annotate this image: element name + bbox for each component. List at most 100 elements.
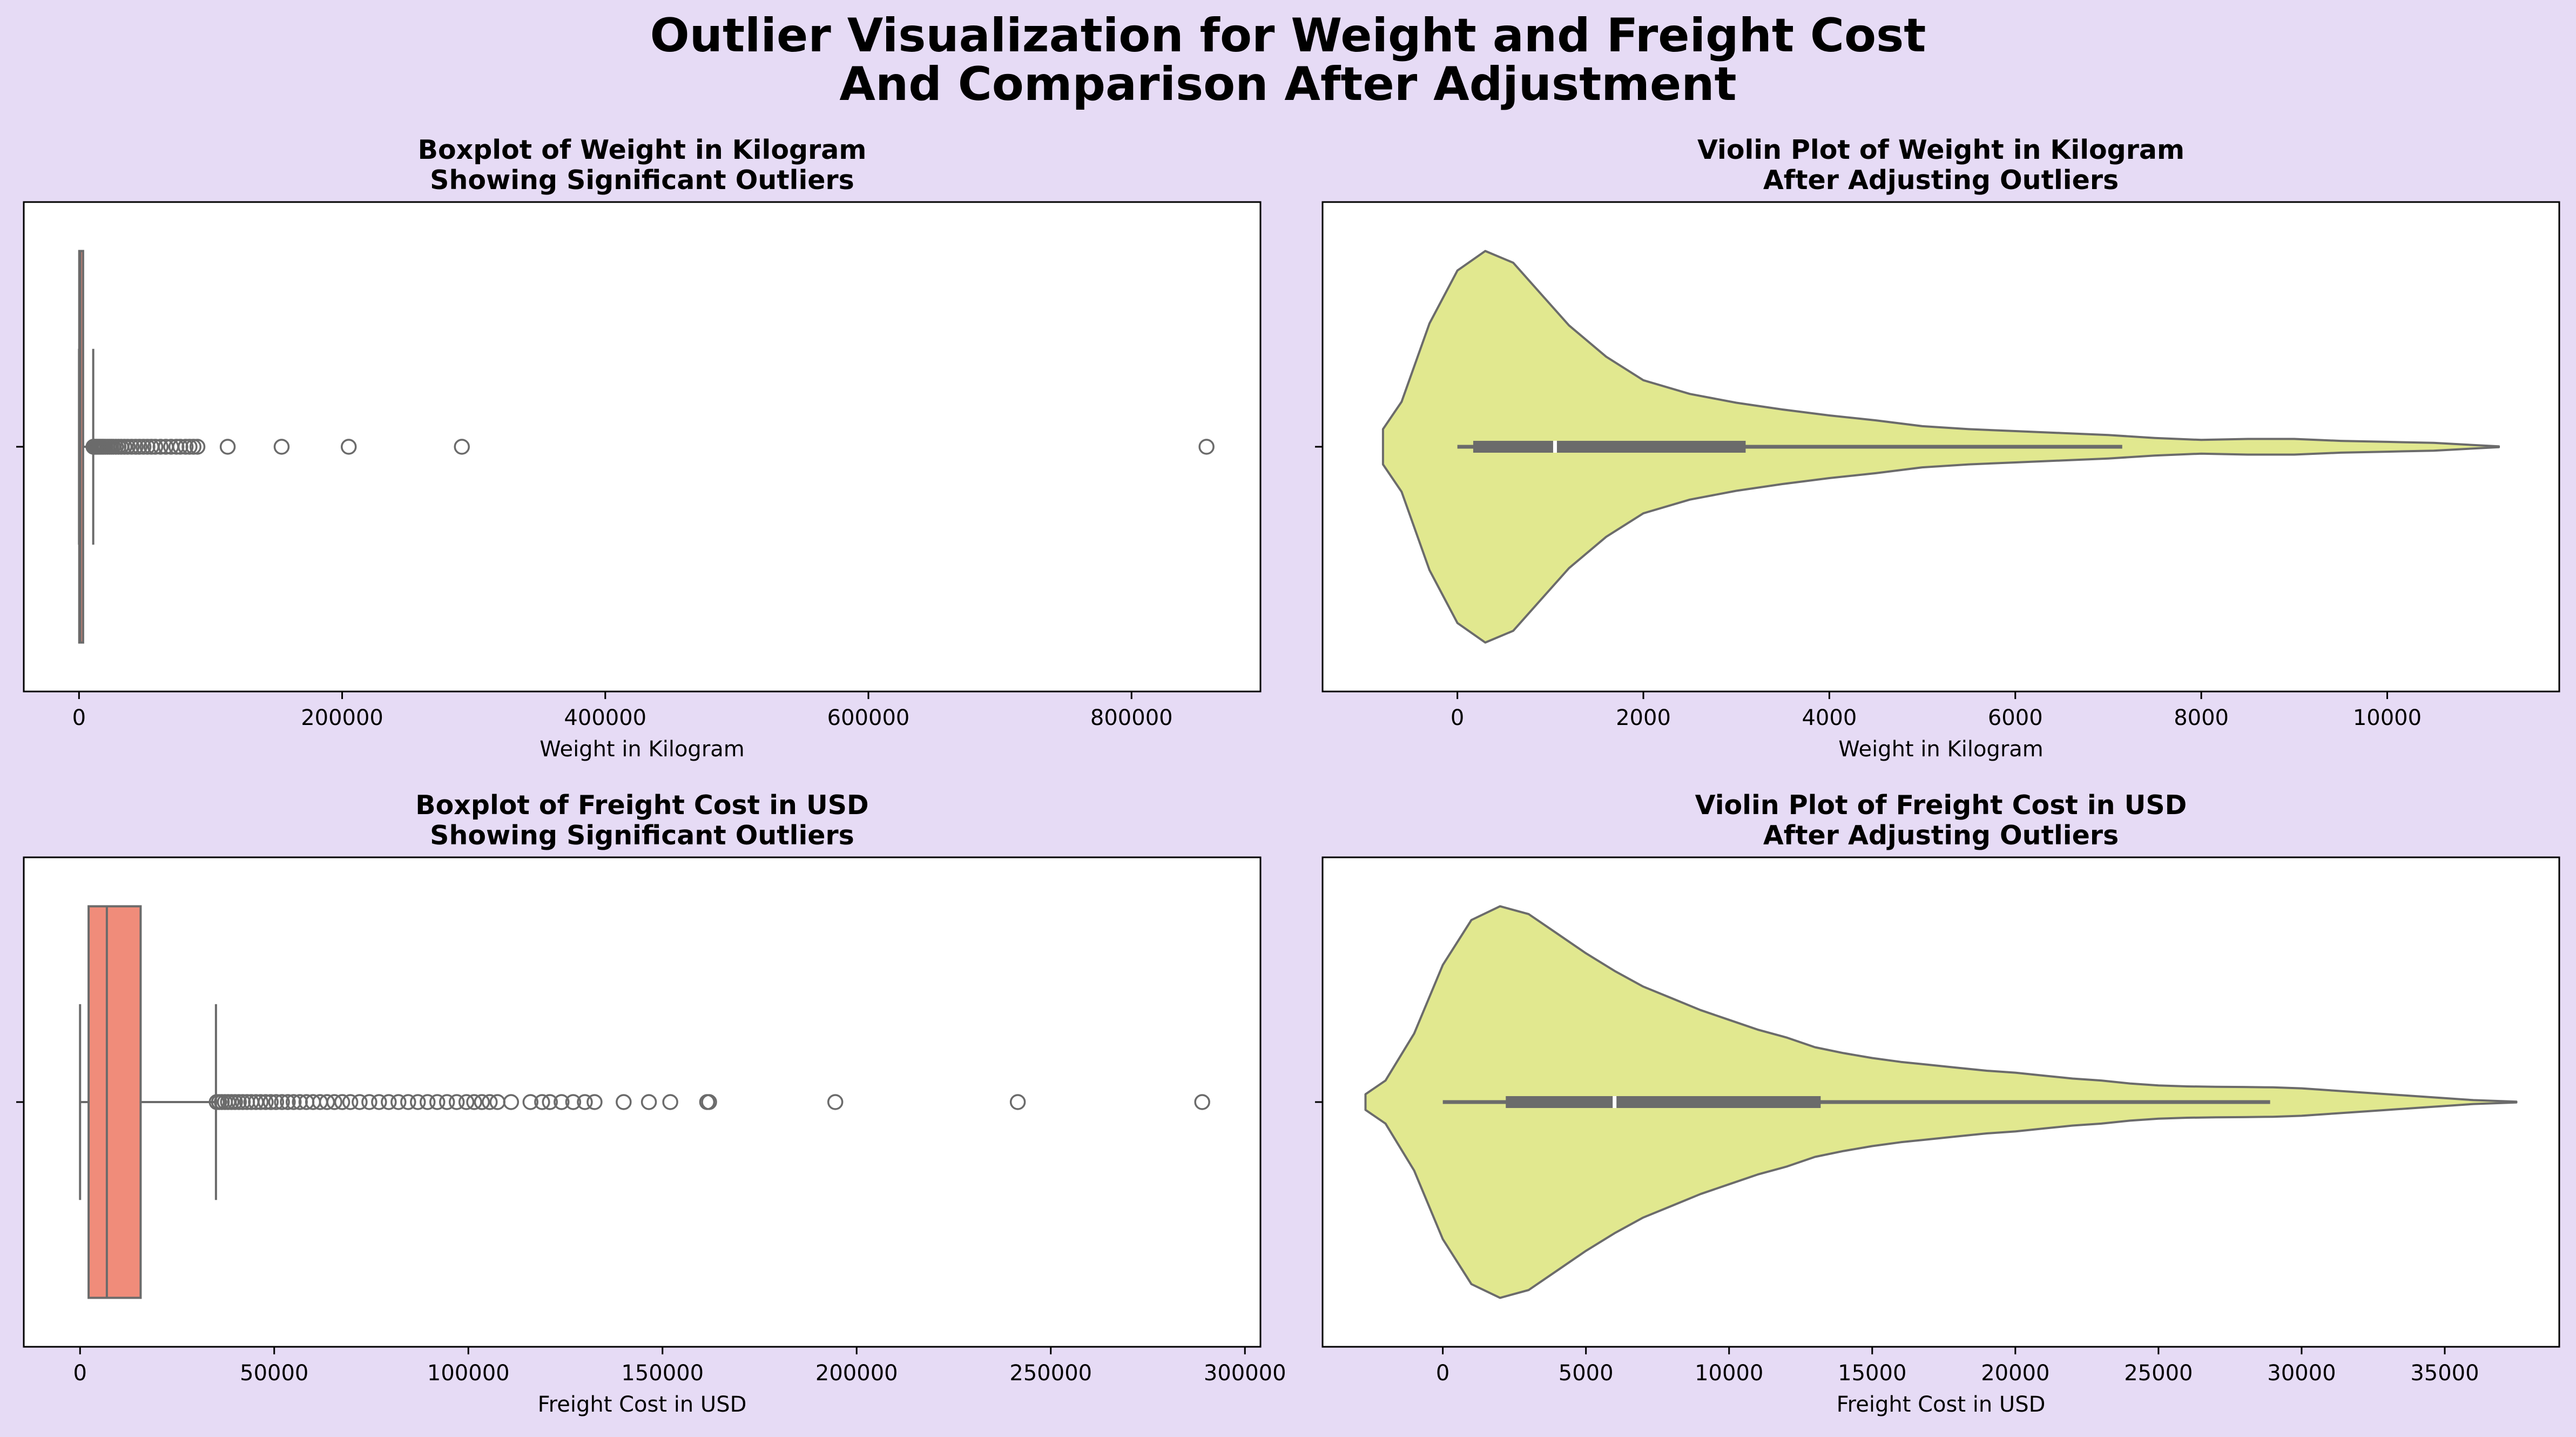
outlier-point <box>371 1094 387 1110</box>
outlier-point <box>185 439 202 455</box>
outlier-point <box>400 1094 416 1110</box>
outlier-point <box>474 1094 490 1110</box>
outlier-point <box>135 439 152 455</box>
x-tick-label: 8000 <box>2174 706 2229 730</box>
outlier-point <box>124 439 140 455</box>
outlier-point <box>1009 1094 1026 1110</box>
outlier-point <box>361 1094 377 1110</box>
outlier-point <box>429 1094 446 1110</box>
outlier-point <box>131 439 148 455</box>
plot-title-line-2: Showing Significant Outliers <box>430 820 854 851</box>
outlier-point <box>381 1094 397 1110</box>
plot-title-line-1: Violin Plot of Weight in Kilogram <box>1697 135 2184 165</box>
outlier-point <box>1198 439 1215 455</box>
x-tick-label: 15000 <box>1838 1361 1906 1386</box>
outlier-point <box>181 439 198 455</box>
x-tick-label: 0 <box>1451 706 1464 730</box>
outlier-point <box>448 1094 465 1110</box>
plot-title-line-1: Boxplot of Freight Cost in USD <box>415 790 868 821</box>
outlier-point <box>390 1094 407 1110</box>
plot-title-line-2: After Adjusting Outliers <box>1763 165 2119 196</box>
violin-median-marker <box>1553 441 1557 453</box>
outlier-point <box>542 1094 558 1110</box>
x-tick-label: 25000 <box>2124 1361 2193 1386</box>
outlier-point <box>616 1094 632 1110</box>
outlier-point <box>127 439 144 455</box>
outlier-point <box>152 439 169 455</box>
outlier-point <box>280 1094 296 1110</box>
outlier-point <box>252 1094 269 1110</box>
plot-frame <box>1321 201 2560 693</box>
x-tick-label: 150000 <box>621 1361 704 1386</box>
violin-median-marker <box>1613 1096 1617 1108</box>
violin-iqr-bar <box>1506 1096 1821 1108</box>
outlier-point <box>274 1094 290 1110</box>
plot-frame <box>23 201 1262 693</box>
outlier-point <box>482 1094 498 1110</box>
outlier-point <box>577 1094 593 1110</box>
x-tick-label: 400000 <box>564 706 646 730</box>
outlier-point <box>554 1094 570 1110</box>
outlier-point <box>219 439 236 455</box>
outlier-point <box>662 1094 678 1110</box>
x-tick-label: 10000 <box>1695 1361 1763 1386</box>
x-tick-label: 5000 <box>1559 1361 1614 1386</box>
outlier-point <box>454 439 470 455</box>
violin-iqr-bar <box>1473 441 1746 453</box>
outlier-point <box>586 1094 603 1110</box>
x-tick-label: 0 <box>73 1361 87 1386</box>
outlier-point <box>439 1094 455 1110</box>
plot-title-line-2: After Adjusting Outliers <box>1763 820 2119 851</box>
x-tick-label: 0 <box>1436 1361 1449 1386</box>
plot-title-line-1: Boxplot of Weight in Kilogram <box>418 135 867 165</box>
outlier-point <box>342 1094 359 1110</box>
x-tick-label: 10000 <box>2353 706 2422 730</box>
plot-title-line-2: Showing Significant Outliers <box>430 165 854 196</box>
x-tick-label: 250000 <box>1009 1361 1092 1386</box>
plot-area <box>24 202 1260 691</box>
x-tick-label: 300000 <box>1204 1361 1286 1386</box>
outlier-point <box>119 439 136 455</box>
outlier-point <box>503 1094 520 1110</box>
outlier-point <box>340 439 357 455</box>
plot-frame <box>23 856 1262 1348</box>
figure-title-line-2: And Comparison After Adjustment <box>839 57 1736 111</box>
outlier-point <box>410 1094 426 1110</box>
outlier-point <box>827 1094 844 1110</box>
outlier-point <box>420 1094 436 1110</box>
outlier-point <box>147 439 164 455</box>
plot-frame <box>1321 856 2560 1348</box>
x-tick-label: 800000 <box>1090 706 1173 730</box>
x-tick-label: 600000 <box>827 706 910 730</box>
x-tick-label: 200000 <box>815 1361 898 1386</box>
outlier-point <box>334 1094 350 1110</box>
figure-title-line-1: Outlier Visualization for Weight and Fre… <box>650 9 1926 63</box>
outlier-point <box>189 439 206 455</box>
outlier-point <box>285 1094 302 1110</box>
outlier-point <box>522 1094 539 1110</box>
x-axis-label: Freight Cost in USD <box>1837 1392 2046 1417</box>
outlier-point <box>1194 1094 1210 1110</box>
plot-title-line-1: Violin Plot of Freight Cost in USD <box>1695 790 2187 821</box>
outlier-point <box>534 1094 550 1110</box>
outlier-point <box>701 1094 717 1110</box>
x-tick-label: 6000 <box>1988 706 2043 730</box>
outlier-point <box>262 1094 279 1110</box>
x-axis-label: Weight in Kilogram <box>540 737 745 762</box>
outlier-point <box>326 1094 342 1110</box>
x-tick-label: 4000 <box>1802 706 1857 730</box>
x-axis-label: Weight in Kilogram <box>1838 737 2044 762</box>
x-tick-label: 0 <box>72 706 86 730</box>
x-tick-label: 100000 <box>427 1361 510 1386</box>
x-axis-label: Freight Cost in USD <box>538 1392 747 1417</box>
iqr-box <box>87 905 142 1299</box>
outlier-point <box>231 1094 247 1110</box>
outlier-point <box>319 1094 335 1110</box>
outlier-point <box>268 1094 285 1110</box>
x-tick-label: 30000 <box>2267 1361 2336 1386</box>
outlier-point <box>258 1094 274 1110</box>
